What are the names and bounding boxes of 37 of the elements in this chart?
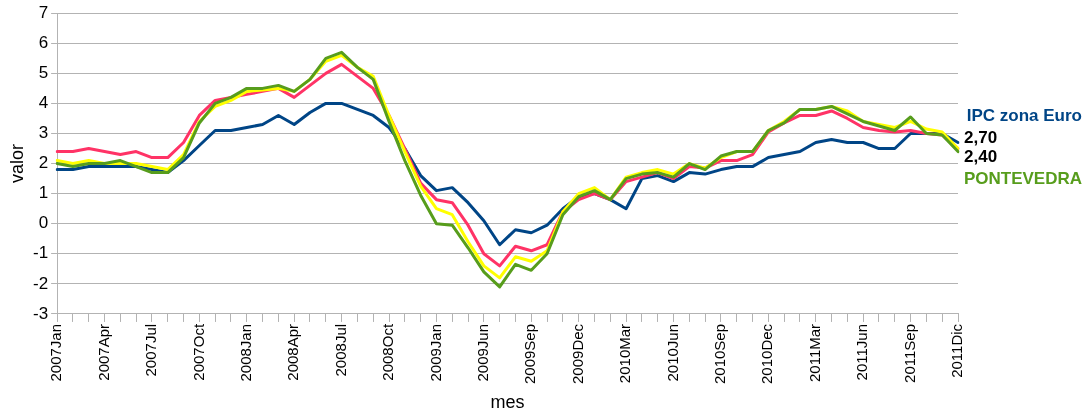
x-tick-label: 2008Apr <box>284 323 302 381</box>
x-tick-label: 2011Mar <box>805 323 823 383</box>
y-tick-label: 0 <box>38 213 49 233</box>
x-tick-label: 2009Dec <box>568 323 586 384</box>
x-tick-label: 2010Dec <box>758 323 776 384</box>
y-tick-label: -2 <box>32 273 49 293</box>
x-tick-label: 2011Jun <box>853 323 871 381</box>
x-tick-label: 2010Jun <box>663 323 681 382</box>
y-tick-label: 6 <box>38 32 49 52</box>
x-tick-label: 2009Sep <box>521 323 539 384</box>
y-tick-label: -3 <box>32 303 49 323</box>
x-tick-label: 2008Jan <box>236 323 254 382</box>
data-label: 2,70 <box>964 128 998 148</box>
y-tick-label: 3 <box>38 123 49 143</box>
x-tick-label: 2010Mar <box>616 323 634 384</box>
y-tick-label: 7 <box>38 2 49 22</box>
x-tick-label: 2011Sep <box>900 323 918 383</box>
series-label: IPC zona Euro <box>966 106 1082 126</box>
x-tick-label: 2009Jun <box>473 323 491 382</box>
x-tick-label: 2010Sep <box>711 323 729 384</box>
x-tick-label: 2011Dic <box>948 323 966 378</box>
x-tick-label: 2009Jan <box>426 323 444 382</box>
y-tick-label: 1 <box>38 183 49 203</box>
y-axis-title: valor <box>6 144 27 184</box>
x-tick-label: 2007Jan <box>47 323 65 382</box>
x-tick-label: 2008Jul <box>331 323 349 377</box>
series-label: PONTEVEDRA <box>963 169 1082 189</box>
x-axis-title: mes <box>490 392 525 412</box>
x-tick-label: 2007Apr <box>94 323 112 381</box>
y-tick-label: 5 <box>38 63 49 83</box>
y-tick-label: -1 <box>32 243 49 263</box>
y-tick-label: 2 <box>38 153 49 173</box>
x-tick-label: 2007Jul <box>142 323 160 377</box>
y-tick-label: 4 <box>38 93 49 113</box>
x-tick-label: 2007Oct <box>189 323 207 381</box>
data-label: 2,40 <box>964 147 998 167</box>
x-tick-label: 2008Oct <box>379 323 397 381</box>
